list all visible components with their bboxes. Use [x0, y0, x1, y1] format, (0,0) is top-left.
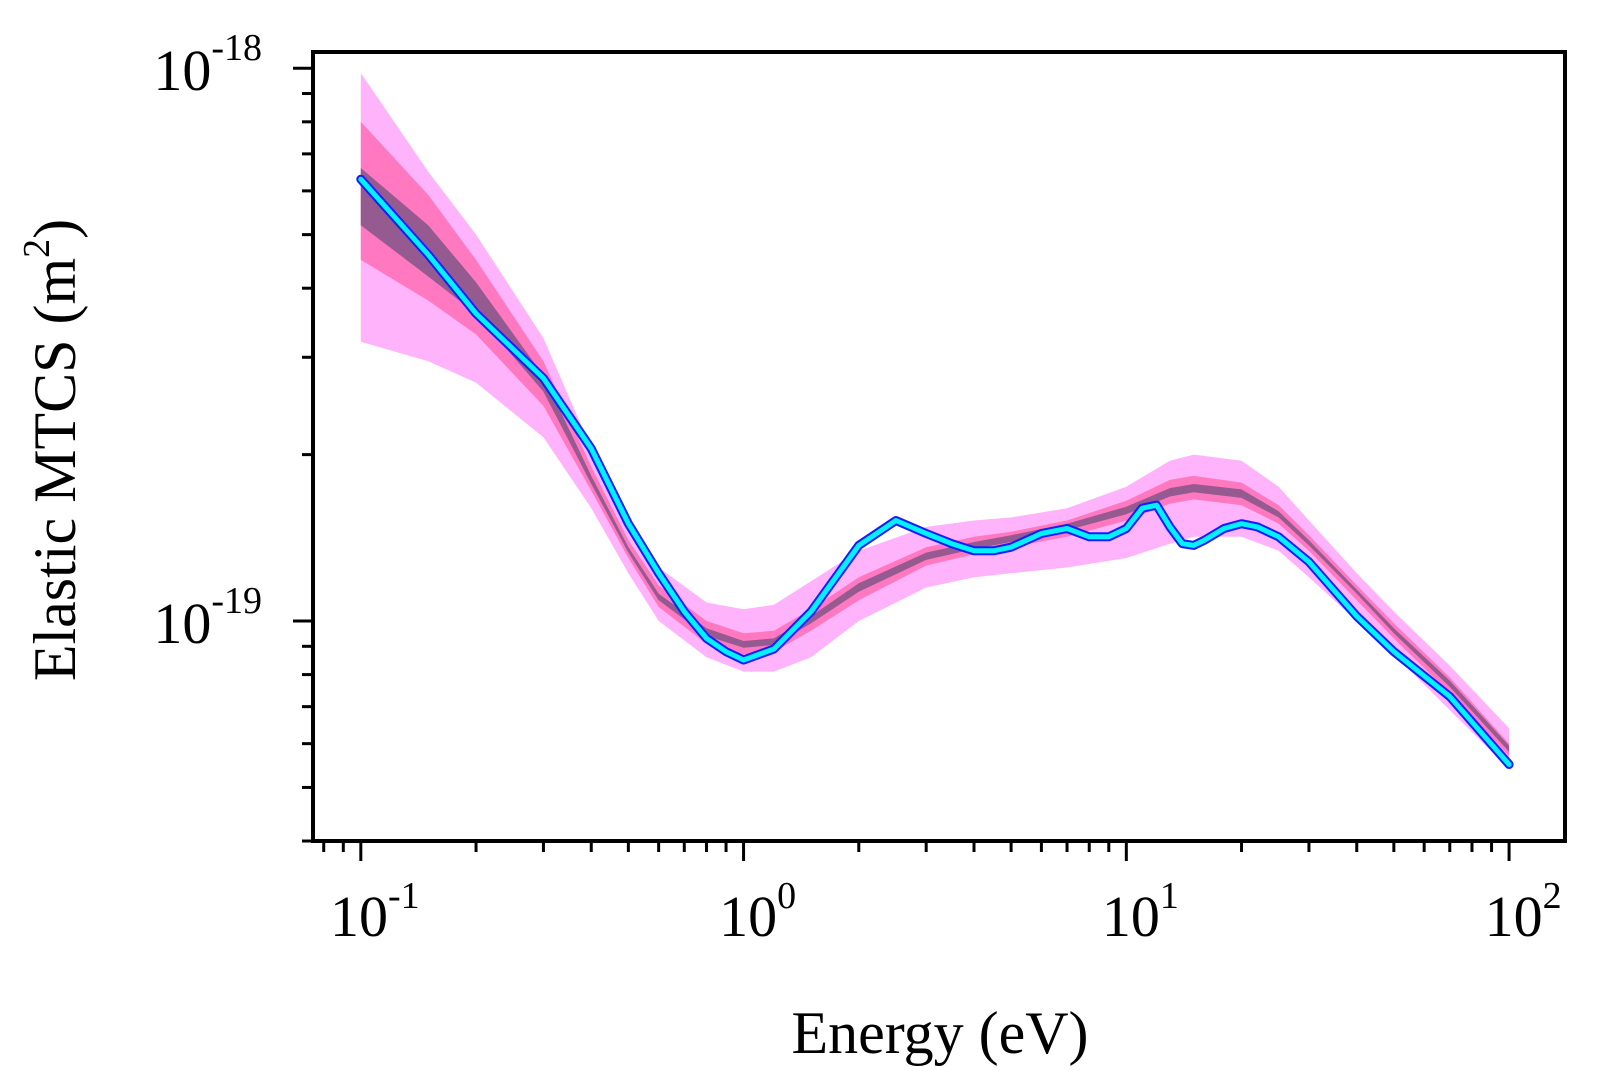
- plot-frame: [311, 50, 1567, 843]
- tick-label-base: 10: [719, 884, 777, 949]
- tick-label-base: 10: [153, 38, 211, 103]
- band-inner: [360, 168, 1510, 752]
- tick-label-exponent: 0: [777, 875, 796, 917]
- tick-label-exponent: -1: [388, 875, 420, 917]
- tick-label-exponent: -19: [211, 580, 262, 622]
- y-tick-label: 10-18: [153, 27, 262, 103]
- x-tick-label: 101: [1102, 875, 1179, 949]
- x-tick-label: 100: [719, 875, 796, 949]
- y-axis-label-close: ): [22, 219, 88, 239]
- series-line-outline: [356, 174, 1514, 769]
- band-middle: [360, 121, 1510, 757]
- x-axis-label: Energy (eV): [791, 1000, 1088, 1066]
- mtcs-series: [356, 174, 1514, 769]
- tick-label-base: 10: [153, 591, 211, 656]
- y-tick-label: 10-19: [153, 580, 262, 656]
- x-tick-label: 102: [1485, 875, 1562, 949]
- tick-label-exponent: 1: [1160, 875, 1179, 917]
- tick-label-exponent: -18: [211, 27, 262, 69]
- tick-label-exponent: 2: [1543, 875, 1562, 917]
- x-axis-ticks: 10-1 100 101 102: [322, 841, 1562, 949]
- tick-label-base: 10: [330, 884, 388, 949]
- tick-label-base: 10: [1485, 884, 1543, 949]
- tick-label-base: 10: [1102, 884, 1160, 949]
- series-line: [358, 176, 1512, 767]
- y-axis-label-main: Elastic MTCS (m: [22, 258, 88, 681]
- x-tick-label: 10-1: [330, 875, 420, 949]
- y-axis-label-superscript: 2: [16, 239, 58, 258]
- band-outer: [360, 73, 1510, 770]
- uncertainty-bands: [360, 73, 1510, 770]
- y-axis-label: Elastic MTCS (m2): [16, 219, 88, 681]
